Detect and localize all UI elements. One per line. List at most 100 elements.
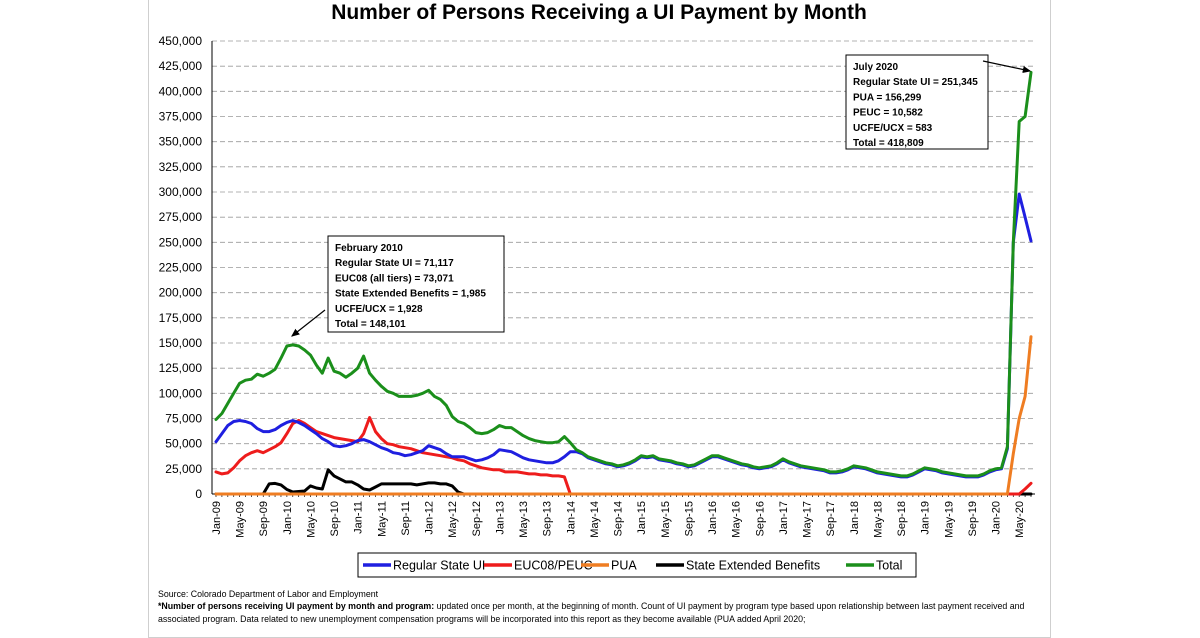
series-line-total: [214, 70, 1033, 478]
annotation-line: UCFE/UCX = 583: [853, 123, 933, 134]
annotation-line: Total = 148,101: [335, 319, 406, 330]
x-tick-label: May-19: [943, 501, 955, 538]
x-tick-label: Sep-10: [329, 501, 341, 536]
y-axis-ticks: 450,000 425,000 400,000 375,000 350,000 325,0…: [159, 34, 203, 501]
x-tick-label: Jan-10: [282, 501, 294, 535]
program-note-bold: *Number of persons receiving UI payment …: [158, 601, 435, 612]
x-tick-label: Jan-14: [565, 501, 577, 535]
series-line-euc08-peuc: [214, 416, 1033, 496]
program-note-text: updated once per month, at the beginning…: [158, 601, 1025, 624]
x-tick-label: Sep-12: [471, 501, 483, 536]
y-tick-label: 425,000: [159, 59, 203, 73]
x-tick-label: Jan-11: [353, 501, 365, 534]
x-tick-label: Sep-11: [400, 501, 412, 536]
y-tick-label: 100,000: [159, 386, 203, 400]
legend-box: [357, 552, 917, 578]
annotation-line: February 2010: [335, 243, 403, 254]
x-tick-label: Sep-15: [683, 501, 695, 536]
annotation-feb-2010: February 2010 Regular State UI = 71,117 EU…: [291, 235, 505, 337]
x-tick-label: May-12: [447, 501, 459, 538]
annotation-line: EUC08 (all tiers) = 73,071: [335, 273, 454, 284]
x-tick-label: May-17: [802, 501, 814, 538]
y-tick-label: 50,000: [165, 437, 202, 451]
annotation-line: Regular State UI = 251,345: [853, 77, 978, 88]
legend-item: EUC08/PEUC: [484, 559, 593, 573]
annotations: February 2010 Regular State UI = 71,117 EU…: [291, 54, 1032, 337]
legend-label: Regular State UI: [393, 559, 485, 573]
y-tick-label: 300,000: [159, 185, 203, 199]
x-tick-label: Jan-18: [849, 501, 861, 535]
x-tick-label: May-09: [235, 501, 247, 538]
x-tick-label: Jan-17: [778, 501, 790, 535]
x-axis-ticks: Jan-09 May-09 Sep-09 Jan-10 May-10 Sep-10 Jan-…: [211, 494, 1032, 538]
x-tick-label: Sep-13: [542, 501, 554, 536]
series-line-state-extended-benefits: [214, 468, 1033, 496]
x-tick-label: May-10: [305, 501, 317, 538]
x-tick-label: Jan-09: [211, 501, 223, 535]
annotation-arrow: [291, 309, 326, 337]
x-tick-label: Sep-14: [613, 501, 625, 536]
annotation-line: PUA = 156,299: [853, 92, 922, 103]
y-tick-label: 125,000: [159, 361, 203, 375]
annotation-box: [845, 54, 989, 150]
annotation-arrow: [982, 60, 1032, 74]
x-tick-label: Jan-20: [991, 501, 1003, 535]
annotation-line: July 2020: [853, 62, 898, 73]
legend-item: Regular State UI: [363, 559, 485, 573]
y-tick-label: 450,000: [159, 34, 203, 48]
x-tick-label: Jan-19: [920, 501, 932, 535]
x-tick-label: Sep-09: [258, 501, 270, 536]
y-tick-label: 25,000: [165, 462, 202, 476]
y-tick-label: 275,000: [159, 210, 203, 224]
legend-label: Total: [876, 559, 902, 573]
legend-label: State Extended Benefits: [686, 559, 820, 573]
x-tick-label: Jan-12: [424, 501, 436, 535]
legend-item: Total: [846, 559, 902, 573]
x-tick-label: May-11: [376, 501, 388, 537]
y-tick-label: 225,000: [159, 261, 203, 275]
x-tick-label: May-13: [518, 501, 530, 538]
y-tick-label: 375,000: [159, 110, 203, 124]
legend-label: EUC08/PEUC: [514, 559, 593, 573]
x-tick-label: Sep-16: [754, 501, 766, 536]
y-tick-label: 75,000: [165, 412, 202, 426]
y-tick-label: 200,000: [159, 286, 203, 300]
legend-label: PUA: [611, 559, 637, 573]
y-tick-label: 175,000: [159, 311, 203, 325]
annotation-jul-2020: July 2020 Regular State UI = 251,345 PUA =…: [845, 54, 1032, 150]
annotation-line: State Extended Benefits = 1,985: [335, 289, 486, 300]
x-tick-label: Jan-13: [494, 501, 506, 535]
x-tick-label: May-16: [731, 501, 743, 538]
legend-item: PUA: [581, 559, 637, 573]
annotation-line: UCFE/UCX = 1,928: [335, 304, 423, 315]
annotation-line: Regular State UI = 71,117: [335, 258, 454, 269]
series-lines: [214, 70, 1033, 496]
y-tick-label: 150,000: [159, 336, 203, 350]
x-tick-label: Sep-17: [825, 501, 837, 536]
x-tick-label: Sep-18: [896, 501, 908, 536]
annotation-line: PEUC = 10,582: [853, 108, 923, 119]
y-tick-label: 250,000: [159, 235, 203, 249]
program-note: *Number of persons receiving UI payment …: [158, 600, 1038, 625]
y-tick-label: 400,000: [159, 84, 203, 98]
chart-title: Number of Persons Receiving a UI Payment…: [331, 1, 867, 24]
x-tick-label: May-20: [1014, 501, 1026, 538]
annotation-line: Total = 418,809: [853, 138, 924, 149]
y-tick-label: 325,000: [159, 160, 203, 174]
x-tick-label: Sep-19: [967, 501, 979, 536]
annotation-box: [327, 235, 505, 333]
x-tick-label: Jan-15: [636, 501, 648, 535]
x-tick-label: May-14: [589, 501, 601, 538]
source-note: Source: Colorado Department of Labor and…: [158, 589, 379, 599]
grid-lines: [212, 40, 1035, 470]
legend-item: State Extended Benefits: [656, 559, 820, 573]
x-tick-label: May-15: [660, 501, 672, 538]
legend: Regular State UI EUC08/PEUC PUA State Exten…: [357, 552, 917, 578]
chart-footer: Source: Colorado Department of Labor and…: [158, 588, 1038, 625]
x-tick-label: May-18: [872, 501, 884, 538]
y-tick-label: 350,000: [159, 135, 203, 149]
x-tick-label: Jan-16: [707, 501, 719, 535]
series-line-pua: [214, 335, 1033, 496]
y-tick-label: 0: [195, 487, 202, 501]
